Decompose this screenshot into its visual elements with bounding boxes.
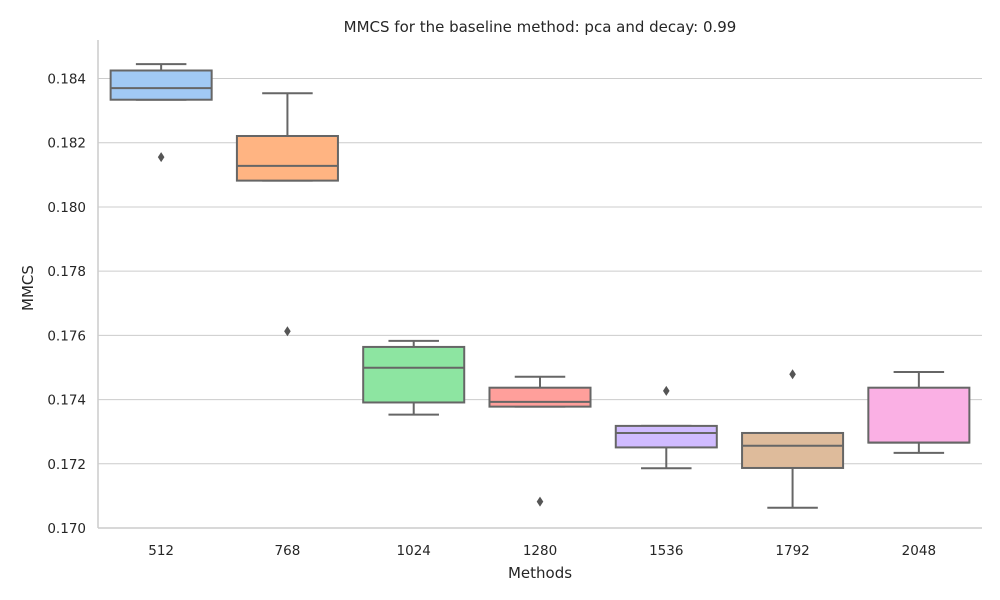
y-tick-label: 0.176: [47, 328, 86, 344]
box-2048: [867, 370, 971, 454]
iqr-box: [867, 386, 971, 444]
iqr-box: [488, 386, 592, 408]
tick-labels: 0.170 0.172 0.174 0.176 0.178 0.180 0.182 0.184…: [47, 72, 936, 559]
iqr-box: [235, 134, 339, 182]
iqr-box: [109, 69, 213, 101]
box-1536: [614, 385, 718, 470]
x-tick-label: 1024: [397, 543, 431, 559]
y-tick-label: 0.174: [47, 393, 86, 409]
iqr-box: [362, 345, 466, 404]
y-axis-label: MMCS: [19, 265, 37, 311]
outlier-point: [157, 152, 165, 163]
box-1024: [362, 339, 466, 416]
x-tick-label: 1536: [649, 543, 683, 559]
outlier-point: [284, 326, 291, 337]
box-1792: [741, 369, 845, 509]
y-tick-label: 0.172: [47, 457, 86, 473]
grid: [98, 78, 982, 529]
outlier-point: [662, 385, 670, 396]
outlier-point: [536, 496, 544, 507]
x-tick-label: 1792: [775, 543, 809, 559]
y-tick-label: 0.170: [47, 521, 86, 537]
x-axis-label: Methods: [508, 564, 572, 582]
x-tick-label: 768: [275, 543, 301, 559]
x-tick-label: 2048: [902, 543, 936, 559]
y-tick-label: 0.184: [47, 72, 86, 88]
box-768: [235, 92, 339, 337]
iqr-box: [741, 431, 845, 469]
y-tick-label: 0.180: [47, 200, 86, 216]
chart-title: MMCS for the baseline method: pca and de…: [344, 18, 737, 36]
iqr-box: [614, 424, 718, 449]
x-tick-label: 1280: [523, 543, 557, 559]
axes-spines: [97, 40, 982, 529]
y-tick-label: 0.178: [47, 264, 86, 280]
outlier-point: [789, 369, 796, 380]
box-512: [109, 63, 213, 163]
box-1280: [488, 375, 592, 507]
x-tick-label: 512: [148, 543, 174, 559]
y-tick-label: 0.182: [47, 136, 86, 152]
boxes: [109, 63, 971, 509]
